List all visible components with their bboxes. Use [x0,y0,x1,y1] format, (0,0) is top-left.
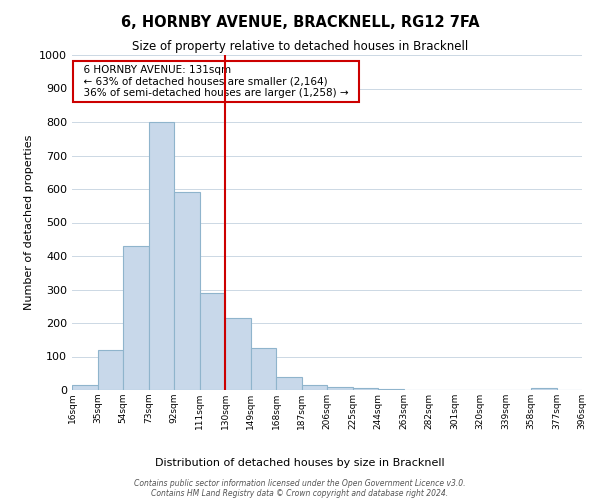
Bar [302,385,327,390]
Bar [123,246,149,390]
Bar [225,318,251,390]
Text: 6, HORNBY AVENUE, BRACKNELL, RG12 7FA: 6, HORNBY AVENUE, BRACKNELL, RG12 7FA [121,15,479,30]
Bar [327,386,353,390]
Bar [353,388,378,390]
Bar [276,376,302,390]
Bar [531,388,557,390]
Bar [149,122,174,390]
Bar [174,192,199,390]
Text: Distribution of detached houses by size in Bracknell: Distribution of detached houses by size … [155,458,445,468]
Bar [97,350,123,390]
Text: 6 HORNBY AVENUE: 131sqm  
  ← 63% of detached houses are smaller (2,164)  
  36%: 6 HORNBY AVENUE: 131sqm ← 63% of detache… [77,65,355,98]
Text: Contains HM Land Registry data © Crown copyright and database right 2024.: Contains HM Land Registry data © Crown c… [151,488,449,498]
Bar [72,385,97,390]
Text: Size of property relative to detached houses in Bracknell: Size of property relative to detached ho… [132,40,468,53]
Bar [199,293,225,390]
Y-axis label: Number of detached properties: Number of detached properties [23,135,34,310]
Bar [251,348,276,390]
Text: Contains public sector information licensed under the Open Government Licence v3: Contains public sector information licen… [134,478,466,488]
